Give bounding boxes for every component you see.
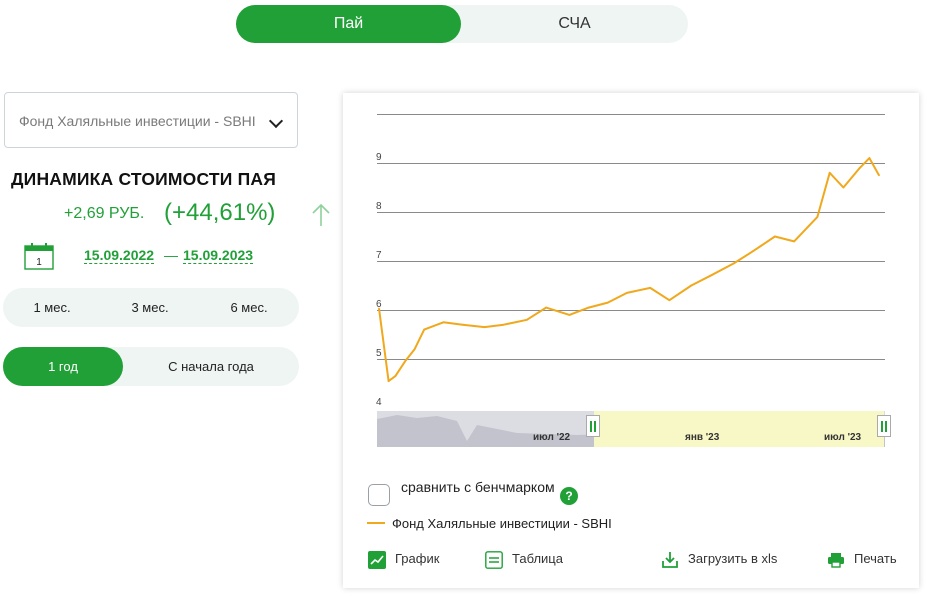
- change-rub: +2,69 РУБ.: [64, 205, 145, 222]
- data-point: [774, 235, 776, 238]
- data-point: [626, 292, 628, 294]
- gridline: [377, 261, 885, 262]
- data-point: [568, 314, 571, 316]
- data-point: [461, 323, 464, 326]
- navigator-label: янв '23: [685, 432, 720, 443]
- navigator-selection: [594, 411, 884, 447]
- gridline: [377, 310, 885, 311]
- change-percent: (+44,61%): [164, 199, 276, 226]
- table-icon: [485, 550, 503, 569]
- data-point: [413, 348, 416, 351]
- calendar-day: 1: [36, 257, 42, 268]
- legend-series-name: Фонд Халяльные инвестиции - SBHI: [392, 516, 612, 531]
- chart-view-button[interactable]: График: [368, 548, 439, 570]
- gridline: [377, 114, 885, 115]
- table-view-label: Таблица: [512, 551, 563, 566]
- data-point: [483, 326, 486, 328]
- print-label: Печать: [854, 551, 897, 566]
- chart-icon: [368, 550, 386, 569]
- date-from[interactable]: 15.09.2022: [84, 247, 155, 264]
- gridline: [377, 163, 885, 164]
- data-point: [423, 328, 426, 331]
- y-tick-label: 9: [376, 152, 382, 163]
- navigator[interactable]: июл '22 янв '23 июл '23: [377, 411, 885, 447]
- gridline: [377, 212, 885, 213]
- benchmark-label: сравнить с бенчмарком: [401, 479, 555, 495]
- data-point: [752, 250, 754, 253]
- data-point: [793, 240, 795, 243]
- data-point: [842, 186, 845, 189]
- gridline: [377, 359, 885, 360]
- data-point: [732, 262, 735, 265]
- period-6m[interactable]: 6 мес.: [230, 300, 268, 315]
- view-switch: Пай СЧА: [236, 5, 688, 43]
- help-icon[interactable]: ?: [560, 487, 578, 505]
- data-point: [587, 306, 590, 309]
- y-tick-label: 7: [376, 250, 382, 261]
- price-chart[interactable]: [377, 93, 885, 413]
- fund-select[interactable]: Фонд Халяльные инвестиции - SBHI: [4, 92, 298, 148]
- data-point: [690, 284, 693, 287]
- y-tick-label: 8: [376, 201, 382, 212]
- printer-icon: [828, 552, 844, 568]
- arrow-up-icon: [312, 203, 330, 226]
- data-point: [404, 360, 406, 363]
- fund-select-value: Фонд Халяльные инвестиции - SBHI: [19, 113, 256, 129]
- tab-pai[interactable]: Пай: [236, 5, 461, 43]
- data-point: [526, 318, 528, 321]
- download-icon: [662, 551, 678, 568]
- data-point: [668, 299, 671, 302]
- calendar-icon[interactable]: 1: [24, 242, 54, 270]
- period-1y[interactable]: 1 год: [3, 347, 123, 386]
- data-point: [878, 174, 880, 177]
- date-separator: —: [164, 247, 178, 263]
- navigator-handle-right[interactable]: [877, 415, 891, 437]
- data-point: [394, 375, 397, 377]
- navigator-label: июл '22: [533, 432, 571, 443]
- tab-scha[interactable]: СЧА: [558, 15, 591, 32]
- chevron-down-icon: [268, 113, 284, 129]
- chart-view-label: График: [395, 551, 440, 566]
- series-line: [378, 157, 880, 383]
- download-xls-label: Загрузить в xls: [688, 551, 778, 566]
- legend-swatch: [367, 522, 385, 524]
- data-point: [606, 301, 609, 304]
- y-tick-label: 4: [376, 397, 382, 408]
- y-tick-label: 5: [376, 348, 382, 359]
- table-view-button[interactable]: Таблица: [485, 548, 563, 570]
- data-point: [858, 167, 861, 169]
- data-point: [545, 306, 547, 309]
- print-button[interactable]: Печать: [827, 548, 897, 570]
- data-point: [649, 287, 652, 289]
- download-xls-button[interactable]: Загрузить в xls: [661, 548, 777, 570]
- data-point: [709, 274, 712, 277]
- period-group-2: 1 год С начала года: [3, 347, 299, 386]
- navigator-handle-left[interactable]: [586, 415, 600, 437]
- period-group-1: 1 мес. 3 мес. 6 мес.: [3, 288, 299, 327]
- data-point: [387, 380, 390, 382]
- benchmark-checkbox[interactable]: [368, 484, 390, 506]
- navigator-label: июл '23: [824, 432, 862, 443]
- chart-card: 9 8 7 6 5 4 июл '22 янв '23 июл '23 срав…: [343, 93, 919, 588]
- period-1m[interactable]: 1 мес.: [33, 300, 71, 315]
- dynamics-title: ДИНАМИКА СТОИМОСТИ ПАЯ: [11, 169, 277, 189]
- data-point: [378, 307, 380, 310]
- data-point: [502, 323, 505, 326]
- y-tick-label: 6: [376, 299, 382, 310]
- period-ytd[interactable]: С начала года: [168, 359, 254, 374]
- date-to[interactable]: 15.09.2023: [183, 247, 254, 264]
- period-3m[interactable]: 3 мес.: [131, 300, 169, 315]
- data-point: [828, 171, 831, 174]
- data-point: [868, 157, 871, 159]
- data-point: [442, 321, 445, 324]
- data-point: [816, 216, 819, 218]
